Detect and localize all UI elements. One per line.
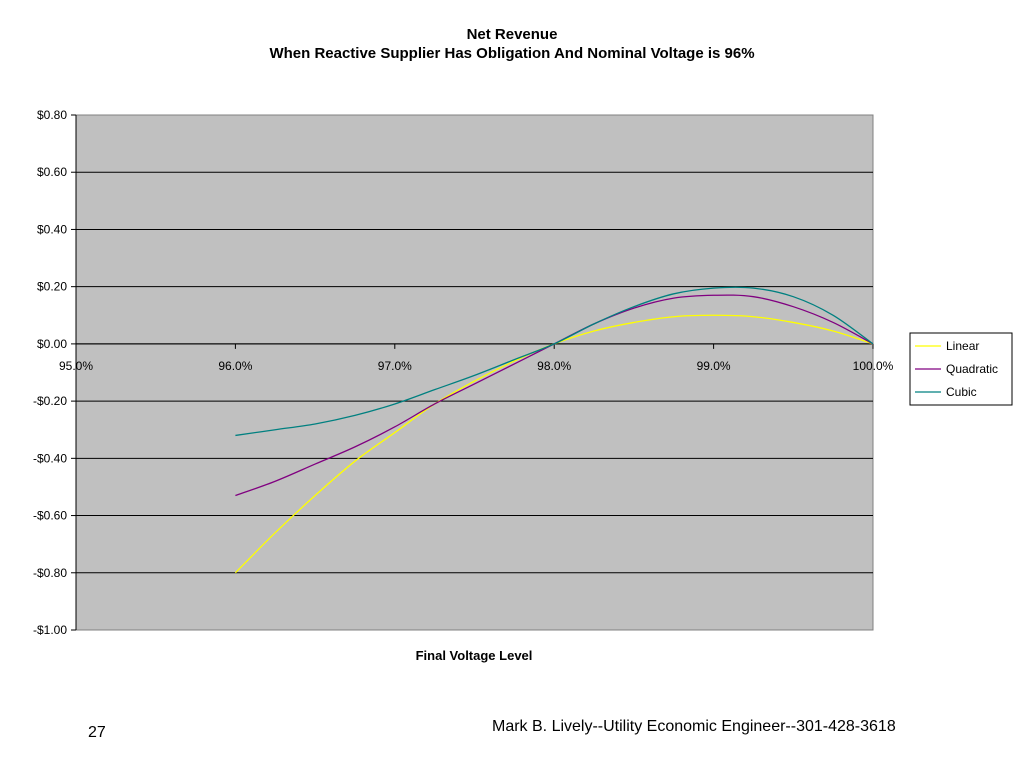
y-tick-label: $0.60 xyxy=(37,165,67,179)
x-tick-label: 97.0% xyxy=(378,359,412,373)
x-tick-label: 100.0% xyxy=(853,359,894,373)
author-credit: Mark B. Lively--Utility Economic Enginee… xyxy=(492,718,896,735)
legend-label-cubic: Cubic xyxy=(946,385,977,399)
x-tick-label: 98.0% xyxy=(537,359,571,373)
y-tick-label: $0.40 xyxy=(37,222,67,236)
y-tick-label: -$0.40 xyxy=(33,451,67,465)
x-tick-label: 95.0% xyxy=(59,359,93,373)
y-tick-label: $0.00 xyxy=(37,337,67,351)
y-tick-label: -$1.00 xyxy=(33,623,67,637)
y-tick-label: -$0.60 xyxy=(33,509,67,523)
x-axis-label: Final Voltage Level xyxy=(416,648,533,663)
page-number: 27 xyxy=(88,724,106,741)
legend: Linear Quadratic Cubic xyxy=(909,332,1013,406)
y-tick-label: -$0.20 xyxy=(33,394,67,408)
y-tick-label: -$0.80 xyxy=(33,566,67,580)
x-tick-label: 99.0% xyxy=(697,359,731,373)
series-line-cubic xyxy=(235,286,874,437)
line-chart: $0.80 $0.60 $0.40 $0.20 $0.00 -$0.20 -$0.40 -$0… xyxy=(33,108,1013,663)
axes xyxy=(71,114,874,631)
legend-label-linear: Linear xyxy=(946,339,979,353)
plot-area xyxy=(75,114,874,631)
y-tick-label: $0.80 xyxy=(37,108,67,122)
chart-title: Net Revenue xyxy=(466,26,558,43)
tick-labels: $0.80 $0.60 $0.40 $0.20 $0.00 -$0.20 -$0.40 -$0… xyxy=(33,108,894,637)
chart-subtitle: When Reactive Supplier Has Obligation An… xyxy=(269,45,755,62)
x-tick-label: 96.0% xyxy=(218,359,252,373)
series-lines xyxy=(234,286,874,574)
y-tick-label: $0.20 xyxy=(37,280,67,294)
legend-label-quadratic: Quadratic xyxy=(946,362,998,376)
